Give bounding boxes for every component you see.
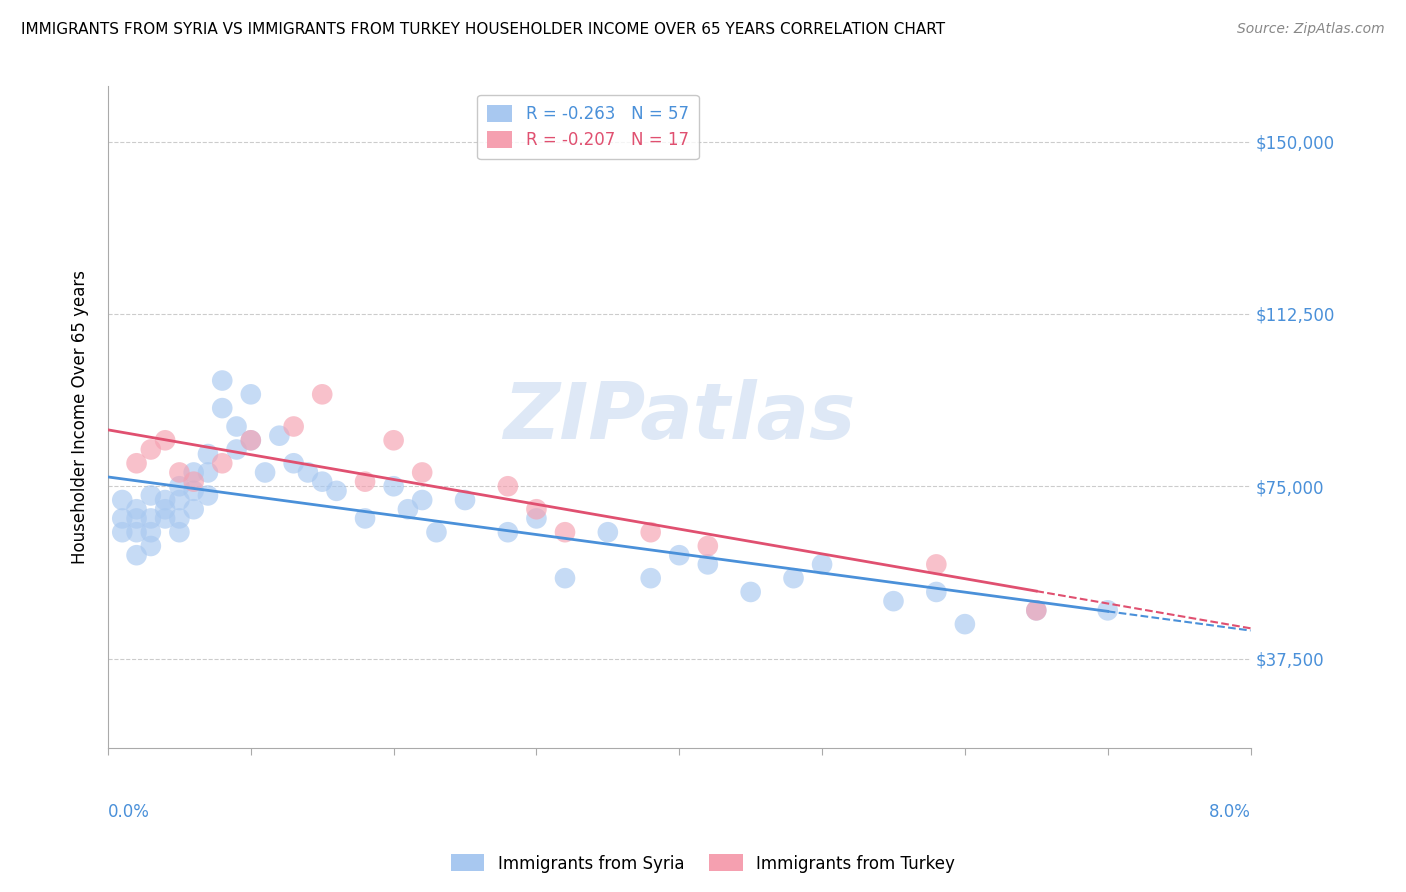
Point (526, 511, 548, 525)
Point (1025, 603, 1047, 617)
Point (169, 493, 191, 508)
Point (211, 374, 233, 388)
Point (153, 511, 176, 525)
Point (354, 475, 377, 489)
Point (811, 558, 834, 572)
Point (139, 511, 162, 525)
Point (139, 442, 162, 457)
Point (1025, 603, 1047, 617)
Point (382, 479, 405, 493)
Point (496, 479, 519, 493)
Point (183, 475, 205, 489)
Text: IMMIGRANTS FROM SYRIA VS IMMIGRANTS FROM TURKEY HOUSEHOLDER INCOME OVER 65 YEARS: IMMIGRANTS FROM SYRIA VS IMMIGRANTS FROM… (21, 22, 945, 37)
Point (125, 525, 148, 540)
Point (239, 387, 262, 401)
Point (111, 493, 134, 508)
Point (169, 479, 191, 493)
Point (139, 525, 162, 540)
Text: ZIPatlas: ZIPatlas (503, 379, 855, 455)
Point (125, 502, 148, 516)
Point (283, 456, 305, 470)
Point (153, 434, 176, 448)
Point (396, 502, 419, 516)
Point (311, 387, 333, 401)
Point (668, 548, 690, 562)
Point (411, 466, 433, 480)
Point (925, 585, 948, 599)
Point (269, 428, 291, 442)
Point (297, 466, 319, 480)
Legend: R = -0.263   N = 57, R = -0.207   N = 17: R = -0.263 N = 57, R = -0.207 N = 17 (477, 95, 699, 160)
Text: 0.0%: 0.0% (108, 804, 150, 822)
Point (411, 493, 433, 508)
Point (111, 511, 134, 525)
Point (782, 571, 804, 585)
Point (225, 442, 247, 457)
Legend: Immigrants from Syria, Immigrants from Turkey: Immigrants from Syria, Immigrants from T… (444, 847, 962, 880)
Point (554, 525, 576, 540)
Point (696, 558, 718, 572)
Point (311, 475, 333, 489)
Point (740, 585, 762, 599)
Point (382, 434, 405, 448)
Point (325, 483, 347, 498)
Point (239, 434, 262, 448)
Point (125, 548, 148, 562)
Point (882, 594, 904, 608)
Point (554, 571, 576, 585)
Point (354, 511, 377, 525)
Point (197, 466, 219, 480)
Point (283, 419, 305, 434)
Point (239, 434, 262, 448)
Point (125, 456, 148, 470)
Point (454, 493, 477, 508)
Y-axis label: Householder Income Over 65 years: Householder Income Over 65 years (72, 270, 89, 565)
Point (1097, 603, 1119, 617)
Point (211, 401, 233, 416)
Point (169, 466, 191, 480)
Point (183, 466, 205, 480)
Point (139, 539, 162, 553)
Point (169, 525, 191, 540)
Point (596, 525, 619, 540)
Point (197, 447, 219, 461)
Point (425, 525, 447, 540)
Point (953, 617, 976, 632)
Point (496, 525, 519, 540)
Point (696, 539, 718, 553)
Point (169, 511, 191, 525)
Point (526, 502, 548, 516)
Point (254, 466, 277, 480)
Text: Source: ZipAtlas.com: Source: ZipAtlas.com (1237, 22, 1385, 37)
Point (197, 488, 219, 502)
Point (225, 419, 247, 434)
Point (153, 493, 176, 508)
Text: 8.0%: 8.0% (1209, 804, 1250, 822)
Point (153, 502, 176, 516)
Point (111, 525, 134, 540)
Point (925, 558, 948, 572)
Point (211, 456, 233, 470)
Point (183, 483, 205, 498)
Point (640, 571, 662, 585)
Point (640, 525, 662, 540)
Point (125, 511, 148, 525)
Point (139, 488, 162, 502)
Point (183, 502, 205, 516)
